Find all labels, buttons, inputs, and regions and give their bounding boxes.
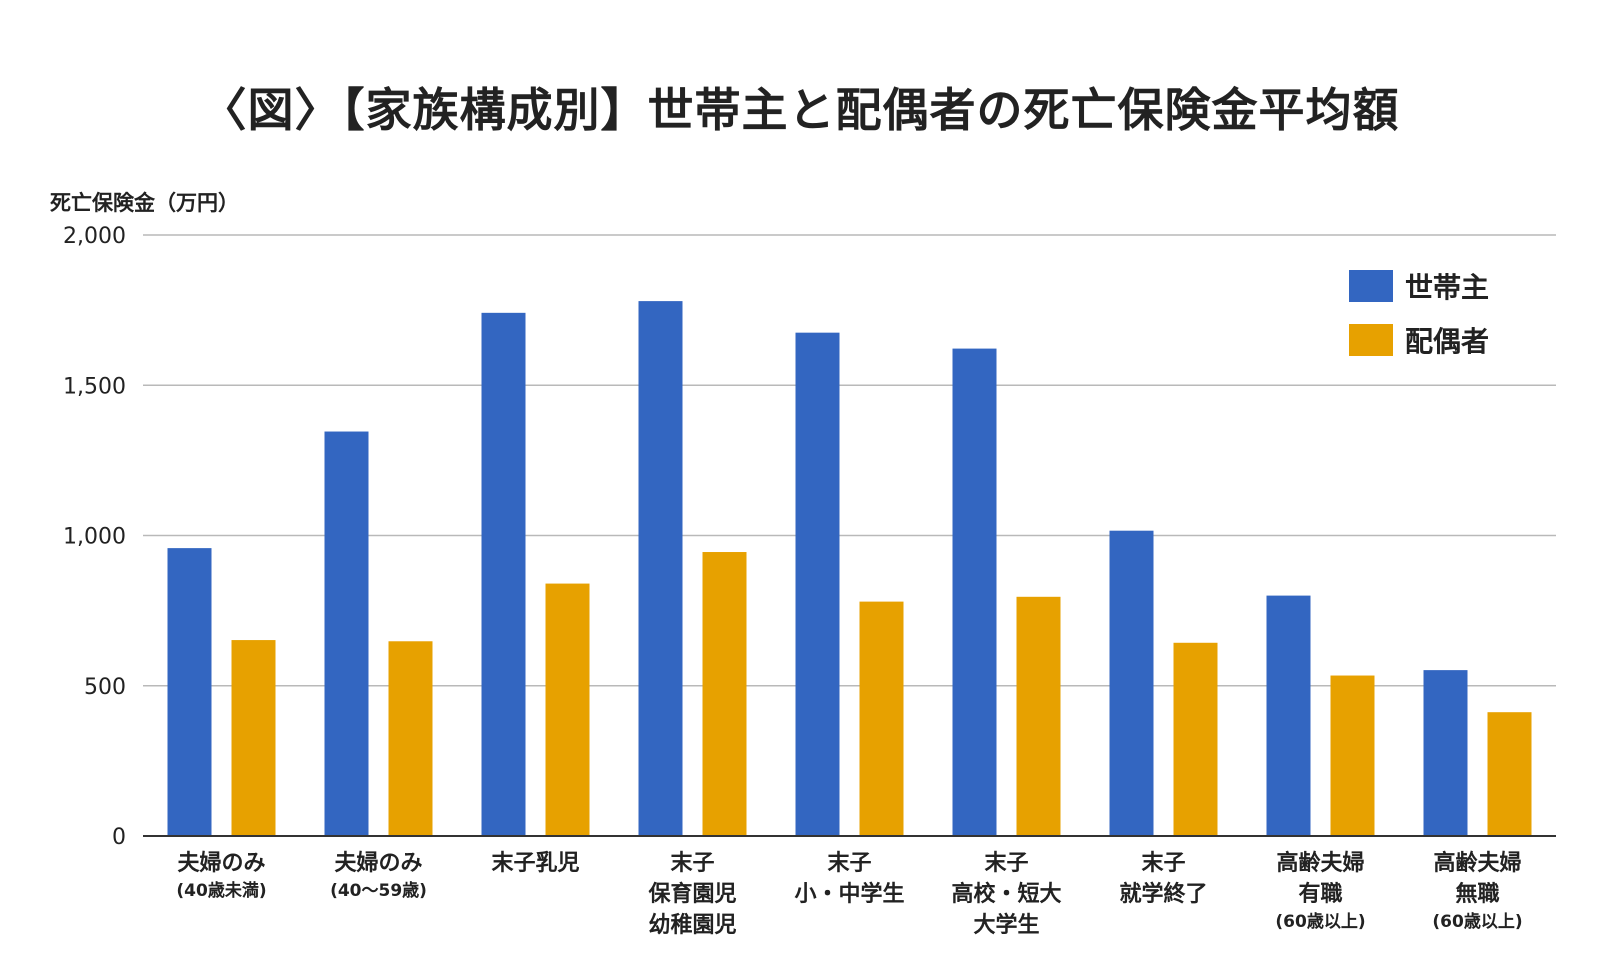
gridlines <box>143 234 1556 687</box>
y-tick-label: 1,000 <box>63 525 126 550</box>
axis: 死亡保険金（万円） 0 500 1,000 1,500 2,000 <box>50 191 1556 850</box>
x-tick-label: 末子 <box>670 851 714 876</box>
y-tick-label: 500 <box>84 675 126 700</box>
legend-label: 世帯主 <box>1405 271 1489 304</box>
bar-haigusha <box>388 641 433 836</box>
y-tick-label: 2,000 <box>63 224 126 249</box>
x-tick-label: 無職 <box>1455 881 1499 907</box>
bar-setainushi <box>795 332 840 836</box>
bar-setainushi <box>324 431 369 836</box>
x-tick-label: 保育園児 <box>647 881 736 907</box>
x-tick-label: 末子 <box>1141 851 1185 876</box>
bar-setainushi <box>952 348 997 836</box>
bar-haigusha <box>702 552 747 836</box>
bar-haigusha <box>1173 642 1218 836</box>
legend-label: 配偶者 <box>1405 325 1489 358</box>
x-tick-label: 末子 <box>984 851 1028 876</box>
bar-setainushi <box>1109 530 1154 836</box>
x-tick-label: 有職 <box>1298 881 1342 907</box>
x-tick-label: 就学終了 <box>1119 881 1207 907</box>
bars <box>167 301 1532 837</box>
x-tick-label: 高齢夫婦 <box>1276 850 1364 876</box>
bar-haigusha <box>1016 596 1061 836</box>
x-tick-sublabel: (60歳以上) <box>1275 911 1365 932</box>
bar-setainushi <box>481 312 526 837</box>
bar-haigusha <box>1330 675 1375 836</box>
x-tick-sublabel: (60歳以上) <box>1432 911 1522 932</box>
legend-swatch <box>1349 270 1393 302</box>
x-tick-sublabel: (40歳未満) <box>176 880 266 901</box>
x-tick-label: 幼稚園児 <box>648 912 736 938</box>
x-tick-label: 高齢夫婦 <box>1433 850 1521 876</box>
bar-haigusha <box>545 583 590 836</box>
bar-haigusha <box>231 640 276 836</box>
x-tick-label: 末子 <box>827 851 871 876</box>
x-tick-label: 小・中学生 <box>794 881 904 907</box>
x-tick-label: 大学生 <box>973 912 1039 938</box>
bar-haigusha <box>1487 712 1532 836</box>
y-tick-label: 0 <box>112 825 126 850</box>
bar-setainushi <box>638 301 683 836</box>
y-tick-label: 1,500 <box>63 374 126 399</box>
bar-setainushi <box>1266 595 1311 836</box>
x-tick-label: 高校・短大 <box>951 881 1061 907</box>
chart-title: 〈図〉【家族構成別】世帯主と配偶者の死亡保険金平均額 <box>200 83 1400 137</box>
x-tick-label: 末子乳児 <box>491 850 579 876</box>
x-tick-sublabel: (40〜59歳) <box>330 880 427 901</box>
bar-setainushi <box>1423 670 1468 836</box>
x-tick-label: 夫婦のみ <box>334 850 422 876</box>
legend-swatch <box>1349 324 1393 356</box>
bar-haigusha <box>859 601 904 836</box>
bar-setainushi <box>167 548 212 836</box>
y-axis-title: 死亡保険金（万円） <box>50 191 239 215</box>
x-tick-label: 夫婦のみ <box>177 850 265 876</box>
